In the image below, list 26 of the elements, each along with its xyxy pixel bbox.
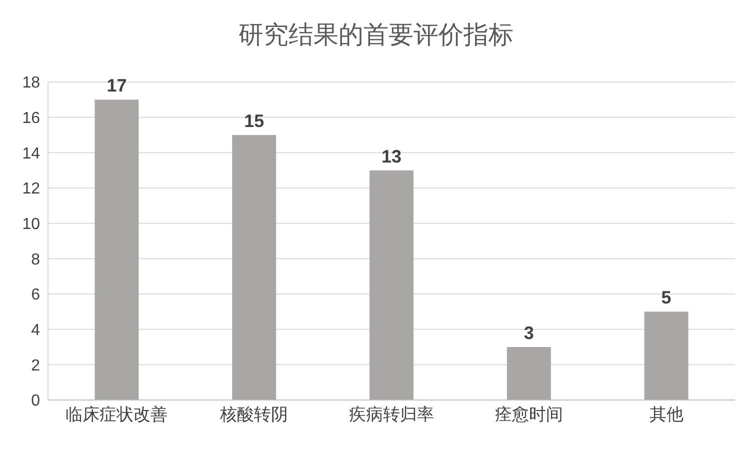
y-tick-label: 10 <box>22 216 40 234</box>
y-tick-label: 12 <box>22 180 40 198</box>
x-tick-label: 其他 <box>649 405 684 424</box>
data-label: 17 <box>106 76 127 96</box>
bar <box>370 170 414 400</box>
chart-title: 研究结果的首要评价指标 <box>238 20 514 51</box>
y-tick-label: 2 <box>31 357 40 374</box>
x-tick-label: 核酸转阴 <box>219 405 288 424</box>
x-tick-label: 临床症状改善 <box>66 405 168 424</box>
data-label: 3 <box>524 323 534 343</box>
bar <box>506 347 551 400</box>
y-tick-label: 6 <box>31 286 40 304</box>
data-label: 15 <box>244 111 264 131</box>
bar <box>94 100 139 400</box>
y-tick-label: 4 <box>31 322 40 340</box>
x-tick-label: 疾病转归率 <box>349 405 434 424</box>
y-tick-label: 0 <box>31 392 40 410</box>
data-label: 5 <box>661 288 672 308</box>
x-tick-label: 痊愈时间 <box>494 405 563 424</box>
bar <box>644 312 688 400</box>
data-label: 13 <box>382 146 402 166</box>
y-tick-label: 18 <box>22 74 40 92</box>
y-tick-label: 16 <box>22 110 40 128</box>
bar <box>232 135 276 400</box>
y-tick-label: 8 <box>31 251 40 268</box>
y-tick-label: 14 <box>22 145 40 162</box>
